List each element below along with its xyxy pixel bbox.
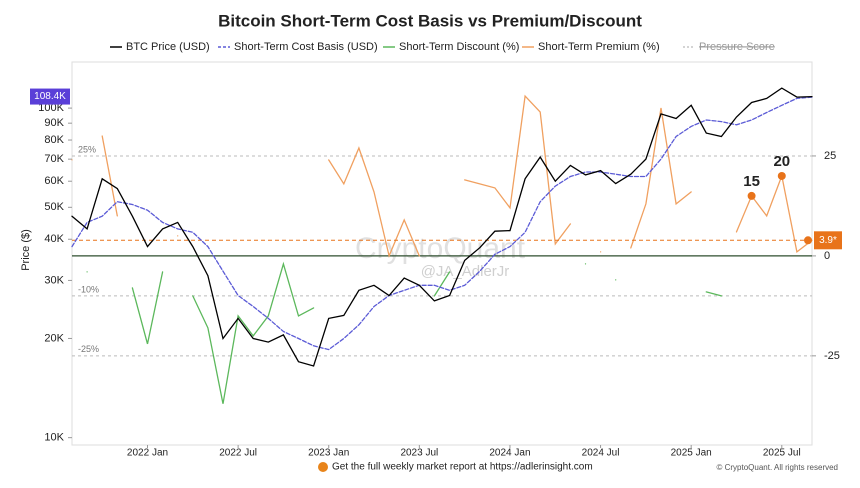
- legend-label: Short-Term Cost Basis (USD): [234, 41, 378, 53]
- y-tick-label: 80K: [44, 134, 64, 146]
- y2-tick-label: -25: [824, 350, 840, 362]
- y-tick-label: 100K: [38, 102, 64, 114]
- reference-label: -25%: [78, 344, 99, 354]
- value-label: 3.9*: [819, 235, 837, 246]
- copyright: © CryptoQuant. All rights reserved: [717, 463, 839, 472]
- series-line: [71, 96, 813, 351]
- x-tick-label: 2023 Jul: [400, 448, 438, 459]
- legend-label: Short-Term Discount (%): [399, 41, 519, 53]
- y-tick-label: 10K: [44, 432, 64, 444]
- x-tick-label: 2023 Jan: [308, 448, 349, 459]
- point-marker: [777, 171, 786, 180]
- x-tick-label: 2022 Jul: [219, 448, 257, 459]
- y-tick-label: 30K: [44, 274, 64, 286]
- legend-label: Short-Term Premium (%): [538, 41, 660, 53]
- y-tick-label: 50K: [44, 201, 64, 213]
- legend-label: BTC Price (USD): [126, 41, 210, 53]
- y-tick-label: 20K: [44, 332, 64, 344]
- series-line: [71, 87, 813, 367]
- y-tick-label: 90K: [44, 117, 64, 129]
- chart-title: Bitcoin Short-Term Cost Basis vs Premium…: [218, 11, 642, 30]
- x-tick-label: 2024 Jan: [489, 448, 530, 459]
- watermark-handle: @JA_AdlerJr: [421, 263, 510, 280]
- y-tick-label: 40K: [44, 233, 64, 245]
- point-marker: [804, 236, 812, 245]
- y2-tick-label: 25: [824, 150, 836, 162]
- x-tick-label: 2025 Jul: [763, 448, 801, 459]
- y-tick-label: 70K: [44, 153, 64, 165]
- value-label-box: [30, 88, 70, 105]
- y2-tick-label: 0: [824, 250, 830, 262]
- value-label: 20: [773, 153, 790, 170]
- value-label: 108.4K: [34, 91, 66, 102]
- watermark: CryptoQuant: [355, 232, 526, 265]
- point-marker: [747, 191, 756, 200]
- footer-text: Get the full weekly market report at htt…: [332, 462, 593, 473]
- x-tick-label: 2024 Jul: [582, 448, 620, 459]
- legend-label: Pressure Score: [699, 41, 775, 53]
- series-line: [86, 261, 723, 404]
- value-label-box: [814, 231, 842, 250]
- y-axis-label: Price ($): [20, 229, 32, 271]
- series-line: [71, 94, 813, 258]
- x-tick-label: 2022 Jan: [127, 448, 168, 459]
- reference-label: -10%: [78, 284, 99, 294]
- value-label: 15: [743, 173, 760, 190]
- footer-icon: [318, 462, 328, 472]
- plot-frame: [71, 61, 813, 446]
- y-tick-label: 60K: [44, 175, 64, 187]
- reference-label: 25%: [78, 144, 96, 154]
- x-tick-label: 2025 Jan: [671, 448, 712, 459]
